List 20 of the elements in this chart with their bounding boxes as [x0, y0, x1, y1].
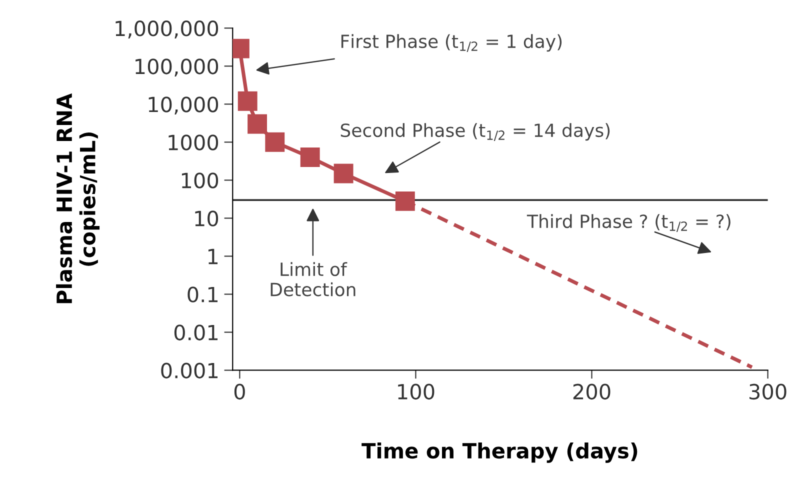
y-tick-label: 0.1 — [188, 286, 218, 302]
x-tick-label: 100 — [398, 384, 434, 400]
x-tick-label: 300 — [750, 384, 786, 400]
x-tick-label: 200 — [573, 384, 610, 400]
y-tick-label: 1000 — [168, 134, 218, 150]
x-tick-label: 0 — [234, 384, 245, 400]
y-tick-label: 1,000,000 — [116, 20, 218, 38]
y-tick-label: 0.01 — [174, 324, 218, 340]
annotation: Second Phase (t$_{1/2}$ = 14 days) — [340, 123, 610, 141]
annotation: First Phase (t$_{1/2}$ = 1 day) — [341, 34, 562, 52]
y-tick-label: 10 — [195, 210, 218, 226]
y-axis-title: Plasma HIV-1 RNA (copies/mL) — [56, 93, 100, 304]
y-tick-label: 1 — [208, 248, 218, 264]
y-tick-label: 10,000 — [148, 96, 218, 114]
annotation: Limit of Detection — [270, 262, 356, 296]
annotation: Third Phase ? (t$_{1/2}$ = ?) — [526, 214, 730, 232]
x-axis-title: Time on Therapy (days) — [362, 442, 638, 463]
y-tick-label: 0.001 — [161, 362, 218, 378]
y-tick-label: 100 — [182, 172, 218, 188]
y-tick-label: 100,000 — [136, 58, 218, 76]
